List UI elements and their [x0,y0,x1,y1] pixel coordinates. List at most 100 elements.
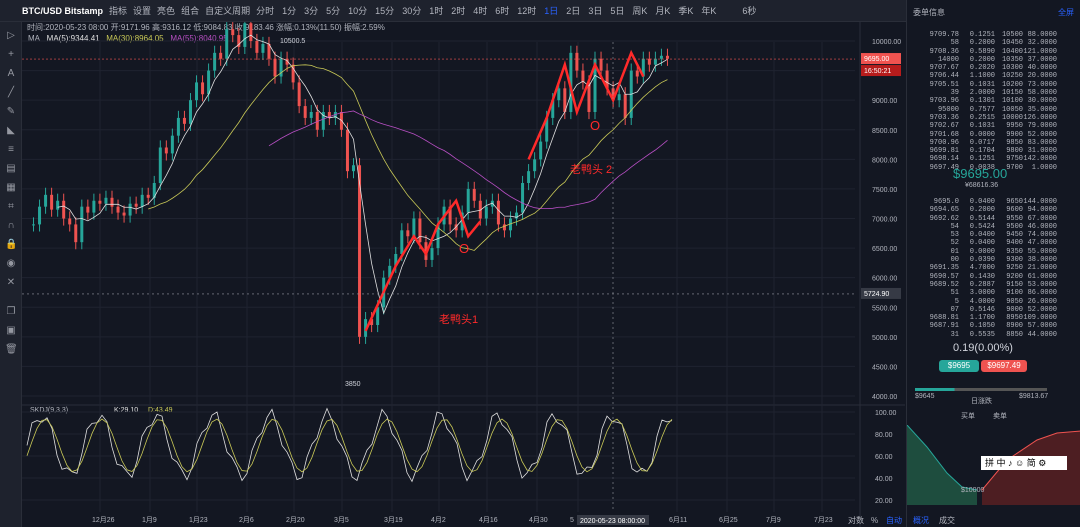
candle-body [315,112,319,130]
trash-icon[interactable]: ✕ [6,277,16,288]
bids-cell: 53.0000 [1027,280,1057,289]
settings-button[interactable]: 设置 [133,6,152,16]
pct-toggle: % [871,516,878,525]
period-tab-5[interactable]: 15分 [375,6,395,16]
tab-overview[interactable]: 概况 [913,516,929,525]
asks-cell: 10400 [1001,47,1023,56]
ma30-value: MA(30):8964.05 [106,34,164,43]
candle-body [454,224,458,231]
last-price-text: 9695.00 [864,56,889,63]
indicators-button[interactable]: 指标 [109,6,128,16]
custom-period-button[interactable]: 自定义周期 [205,6,251,16]
pen-icon[interactable]: ✎ [6,106,16,117]
period-tab-11[interactable]: 12时 [517,6,537,16]
eye-icon[interactable]: ◉ [6,258,16,269]
period-tab-13[interactable]: 2日 [566,6,581,16]
kd-k-line [26,407,673,483]
ime-bar[interactable]: 拼 中 ♪ ☺ 简 ⚙ [981,456,1067,470]
bids-cell: 61.0000 [1027,272,1057,281]
magnet-icon[interactable]: ∩ [7,220,15,231]
bids-cell: 9450 [1006,231,1023,240]
asks-cell: 9697.49 [929,163,959,172]
period-tabs: 分时 1分 3分 5分 10分 15分 30分 1时 2时 4时 6时 12时 1日 2日 3日 5日 周K 月K… [256,4,716,17]
period-tab-0[interactable]: 分时 [256,6,275,16]
period-tab-7[interactable]: 1时 [429,6,444,16]
candle-body [406,230,410,237]
cursor-icon[interactable]: ▷ [7,30,15,41]
crosshair-icon[interactable]: + [8,49,14,60]
period-tab-3[interactable]: 5分 [326,6,341,16]
ruler-icon[interactable]: ⌗ [8,201,14,212]
candle-body [515,212,519,219]
period-tab-2[interactable]: 3分 [304,6,319,16]
fullscreen-button[interactable]: 全屏 [1058,8,1074,17]
last-price: $9695.00 [953,166,1008,181]
range-bar [915,388,1047,391]
period-tab-6[interactable]: 30分 [402,6,422,16]
asks-cell: 121.0000 [1023,47,1057,56]
candle-body [176,117,180,136]
bids-row: 9689.52 0.2887 9150 53.0000 [913,281,1057,289]
bids-cell: 57.0000 [1027,322,1057,331]
bids-cell: 8850 [1006,330,1023,339]
asks-cell: 9706.44 [929,72,959,81]
candle-body [563,88,567,112]
candle-body [617,94,621,101]
period-tab-1[interactable]: 1分 [282,6,297,16]
time-tick: 6月11 [669,516,687,524]
bids-cell: 0.0000 [969,247,995,256]
time-tick: 7月23 [814,516,833,524]
pattern-icon[interactable]: ▦ [6,182,16,193]
copy-icon[interactable]: ❐ [6,306,16,317]
period-tab-19[interactable]: 年K [701,6,717,16]
theme-button[interactable]: 亮色 [157,6,176,16]
combo-button[interactable]: 组合 [181,6,200,16]
candle-body [472,188,476,201]
bids-row: 54 0.5424 9500 46.0000 [913,223,1057,231]
candle-body [38,206,42,225]
symbol-title[interactable]: BTC/USD Bitstamp [22,5,104,16]
bids-cell: 00 [950,256,959,265]
line-icon[interactable]: ╱ [7,87,15,98]
bids-cell: 4.7000 [969,264,995,273]
time-tick: 4月2 [431,516,446,524]
clipboard-icon[interactable]: ▣ [6,325,16,336]
high-label: 10500.5 [280,38,305,45]
bids-cell: 9688.81 [929,314,959,323]
period-tab-12[interactable]: 1日 [544,6,559,16]
delete-icon[interactable]: 🗑 [5,344,18,355]
bids-cell: 9350 [1006,247,1023,256]
cross-tag [861,287,901,299]
asks-cell: 10300 [1001,64,1023,73]
bids-cell: 0.5535 [969,330,995,339]
time-tick: 4月30 [529,516,548,524]
candle-body [56,200,60,210]
candle-body [182,117,186,124]
period-tab-4[interactable]: 10分 [348,6,368,16]
tab-trades[interactable]: 成交 [939,516,955,525]
triangle-icon[interactable]: ◣ [7,125,15,136]
period-tab-16[interactable]: 周K [632,6,648,16]
period-tab-18[interactable]: 季K [678,6,694,16]
sell-button[interactable]: $9697.49 [981,360,1027,372]
text-icon[interactable]: A [7,68,15,79]
ma55-line [268,110,668,209]
period-tab-8[interactable]: 2时 [451,6,466,16]
period-tab-17[interactable]: 月K [655,6,671,16]
ma5-line [57,34,668,315]
buy-button[interactable]: $9695 [939,360,979,372]
period-tab-14[interactable]: 3日 [588,6,603,16]
period-tab-9[interactable]: 4时 [473,6,488,16]
asks-cell: 10450 [1001,39,1023,48]
bids-cell: 0.0390 [969,256,995,265]
lock-icon[interactable]: 🔒 [5,239,18,250]
time-tick: 3月19 [384,516,403,524]
fib-icon[interactable]: ≡ [8,144,14,155]
period-tab-15[interactable]: 5日 [610,6,625,16]
bids-cell: 9687.91 [929,322,959,331]
candle-body [502,224,506,231]
bars-icon[interactable]: ▤ [6,163,16,174]
candle-body [370,319,374,325]
candlestick-chart[interactable]: 10000.009500.009000.008500.008000.007500… [22,22,905,527]
period-tab-10[interactable]: 6时 [495,6,510,16]
